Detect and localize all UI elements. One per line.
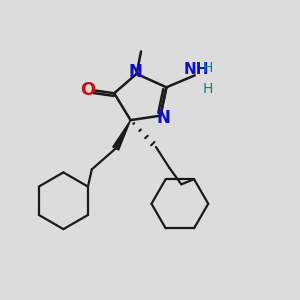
Text: H: H <box>203 82 213 96</box>
Text: H: H <box>203 61 213 75</box>
Polygon shape <box>113 120 130 150</box>
Text: NH: NH <box>184 62 209 77</box>
Text: N: N <box>157 109 170 127</box>
Text: O: O <box>80 81 95 99</box>
Text: N: N <box>128 63 142 81</box>
